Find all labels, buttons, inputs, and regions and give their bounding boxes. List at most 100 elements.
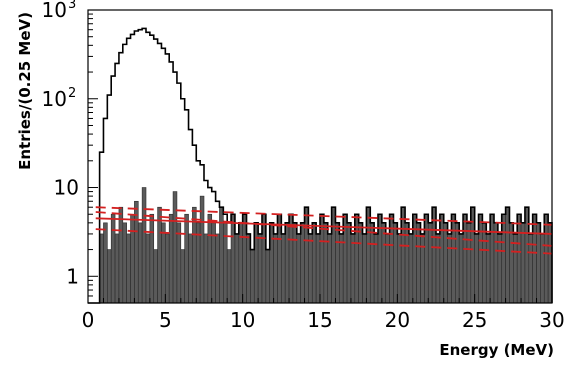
- filled-bar: [443, 222, 448, 304]
- filled-bar: [520, 222, 526, 304]
- filled-bar: [165, 233, 170, 304]
- x-tick-label: 15: [307, 308, 332, 332]
- filled-bar: [393, 222, 398, 304]
- filled-bar: [447, 233, 452, 304]
- filled-bar: [114, 233, 120, 304]
- filled-bar: [118, 206, 124, 304]
- filled-bar: [223, 222, 228, 304]
- filled-bar: [215, 233, 220, 304]
- filled-bar: [281, 233, 286, 304]
- x-axis-title: Energy (MeV): [439, 341, 554, 359]
- filled-bar: [176, 222, 182, 304]
- filled-bar: [369, 222, 375, 304]
- filled-bar: [335, 222, 340, 304]
- filled-bar: [493, 222, 499, 304]
- filled-bar: [161, 222, 166, 304]
- filled-bar: [339, 233, 344, 304]
- filled-bar: [300, 222, 305, 304]
- filled-bar: [288, 213, 294, 304]
- filled-bar: [458, 233, 464, 304]
- filled-bar: [323, 222, 329, 304]
- filled-bar: [292, 222, 298, 304]
- filled-bar: [350, 233, 356, 304]
- fit-line-central: [95, 217, 553, 235]
- filled-bar: [497, 233, 503, 304]
- x-tick-label: 10: [230, 308, 255, 332]
- filled-bar: [172, 191, 178, 304]
- filled-histogram-layer: [99, 187, 553, 304]
- filled-bar: [238, 222, 243, 304]
- filled-bar: [315, 233, 321, 304]
- x-tick-label: 25: [462, 308, 487, 332]
- filled-bar: [308, 233, 313, 304]
- filled-bar: [265, 249, 271, 304]
- filled-bar: [130, 213, 135, 304]
- fit-band-lower: [95, 228, 553, 255]
- filled-bar: [122, 222, 127, 304]
- x-ticks: [87, 294, 553, 303]
- filled-bar: [296, 233, 301, 304]
- filled-bar: [435, 233, 441, 304]
- filled-bar: [381, 222, 387, 304]
- filled-bar: [397, 233, 402, 304]
- filled-bar: [257, 233, 263, 304]
- filled-bar: [203, 233, 209, 304]
- y-tick-exponent: 3: [68, 0, 76, 12]
- filled-bar: [358, 222, 363, 304]
- filled-bar: [346, 222, 352, 304]
- y-tick-label: 10: [42, 87, 67, 111]
- filled-bar: [408, 233, 414, 304]
- filled-bar: [466, 222, 472, 304]
- outline-histogram-layer: [88, 27, 553, 304]
- y-tick-label: 10: [54, 176, 79, 200]
- filled-bar: [485, 233, 491, 304]
- filled-bar: [284, 222, 290, 304]
- fit-line-extra: [95, 211, 553, 247]
- y-axis-title: Entries/(0.25 MeV): [16, 12, 34, 170]
- filled-bar: [513, 233, 518, 304]
- filled-bar: [250, 249, 255, 304]
- y-tick-exponent: 2: [68, 86, 76, 101]
- filled-bar: [273, 233, 278, 304]
- filled-bar: [219, 206, 224, 304]
- filled-bar: [103, 222, 108, 304]
- filled-bar: [153, 249, 158, 304]
- filled-bar: [107, 249, 112, 304]
- filled-bar: [134, 200, 139, 304]
- filled-bar: [420, 233, 425, 304]
- filled-bar: [540, 233, 545, 304]
- outline-histogram: [88, 27, 553, 304]
- filled-bar: [145, 233, 151, 304]
- filled-bar: [427, 222, 433, 304]
- filled-bar: [168, 213, 174, 304]
- x-tick-label: 30: [539, 308, 564, 332]
- y-tick-label: 1: [66, 264, 79, 288]
- x-tick-label: 0: [82, 308, 95, 332]
- x-tick-labels: 0 5 10 15 20 25 30: [82, 308, 565, 332]
- filled-bar: [149, 213, 155, 304]
- filled-bar: [207, 213, 213, 304]
- filled-bar: [226, 249, 232, 304]
- filled-bar: [141, 187, 147, 304]
- fit-band-upper: [95, 206, 553, 226]
- filled-bar: [188, 233, 193, 304]
- filled-bar: [327, 233, 332, 304]
- y-tick-label: 10: [42, 0, 67, 22]
- x-tick-label: 5: [159, 308, 172, 332]
- filled-bar: [110, 213, 116, 304]
- filled-bar: [416, 222, 421, 304]
- filled-bar: [482, 222, 487, 304]
- filled-bar: [509, 222, 514, 304]
- filled-bar: [474, 233, 479, 304]
- filled-bar: [234, 233, 240, 304]
- filled-bar: [157, 206, 162, 304]
- fit-lines-layer: [95, 206, 553, 255]
- filled-bar: [126, 233, 131, 304]
- filled-bar: [311, 222, 317, 304]
- filled-bar: [137, 222, 143, 304]
- x-tick-label: 20: [385, 308, 410, 332]
- filled-bar: [184, 213, 189, 304]
